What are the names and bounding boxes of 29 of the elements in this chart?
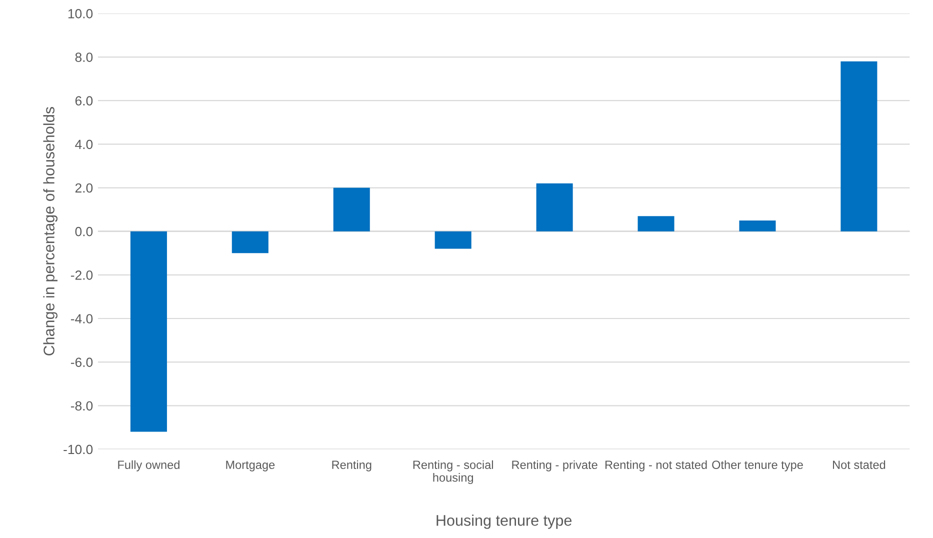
bar (434, 231, 472, 249)
y-tick-label: 10.0 (68, 9, 93, 18)
x-tick-label: Fully owned (118, 460, 180, 472)
x-tick-label: Renting - social housing (413, 460, 493, 484)
y-tick-label: -10.0 (64, 444, 93, 454)
y-tick-label: 4.0 (75, 140, 93, 150)
bar (232, 231, 268, 254)
y-tick-label: 0.0 (75, 226, 93, 236)
y-axis-title: Change in percentage of households (43, 107, 58, 356)
x-axis-title: Housing tenure type (436, 514, 572, 529)
bar (638, 216, 674, 232)
y-tick-label: 8.0 (75, 52, 93, 62)
y-tick-label: -6.0 (70, 358, 93, 367)
y-tick-label: -8.0 (70, 401, 93, 411)
y-tick-label: -4.0 (70, 314, 93, 324)
y-tick-label: -2.0 (70, 270, 93, 280)
x-tick-label: Renting - not stated (605, 460, 707, 472)
x-tick-label: Other tenure type (712, 460, 803, 472)
x-tick-label: Mortgage (226, 460, 275, 472)
bar (739, 220, 776, 232)
y-tick-label: 2.0 (75, 183, 93, 193)
bar (333, 188, 370, 232)
bar (840, 61, 878, 232)
bar (536, 183, 573, 232)
x-tick-label: Renting - private (512, 460, 598, 472)
x-tick-label: Not stated (833, 460, 886, 470)
y-tick-label: 6.0 (75, 96, 93, 106)
x-tick-label: Renting (332, 460, 372, 472)
bar (130, 231, 167, 432)
